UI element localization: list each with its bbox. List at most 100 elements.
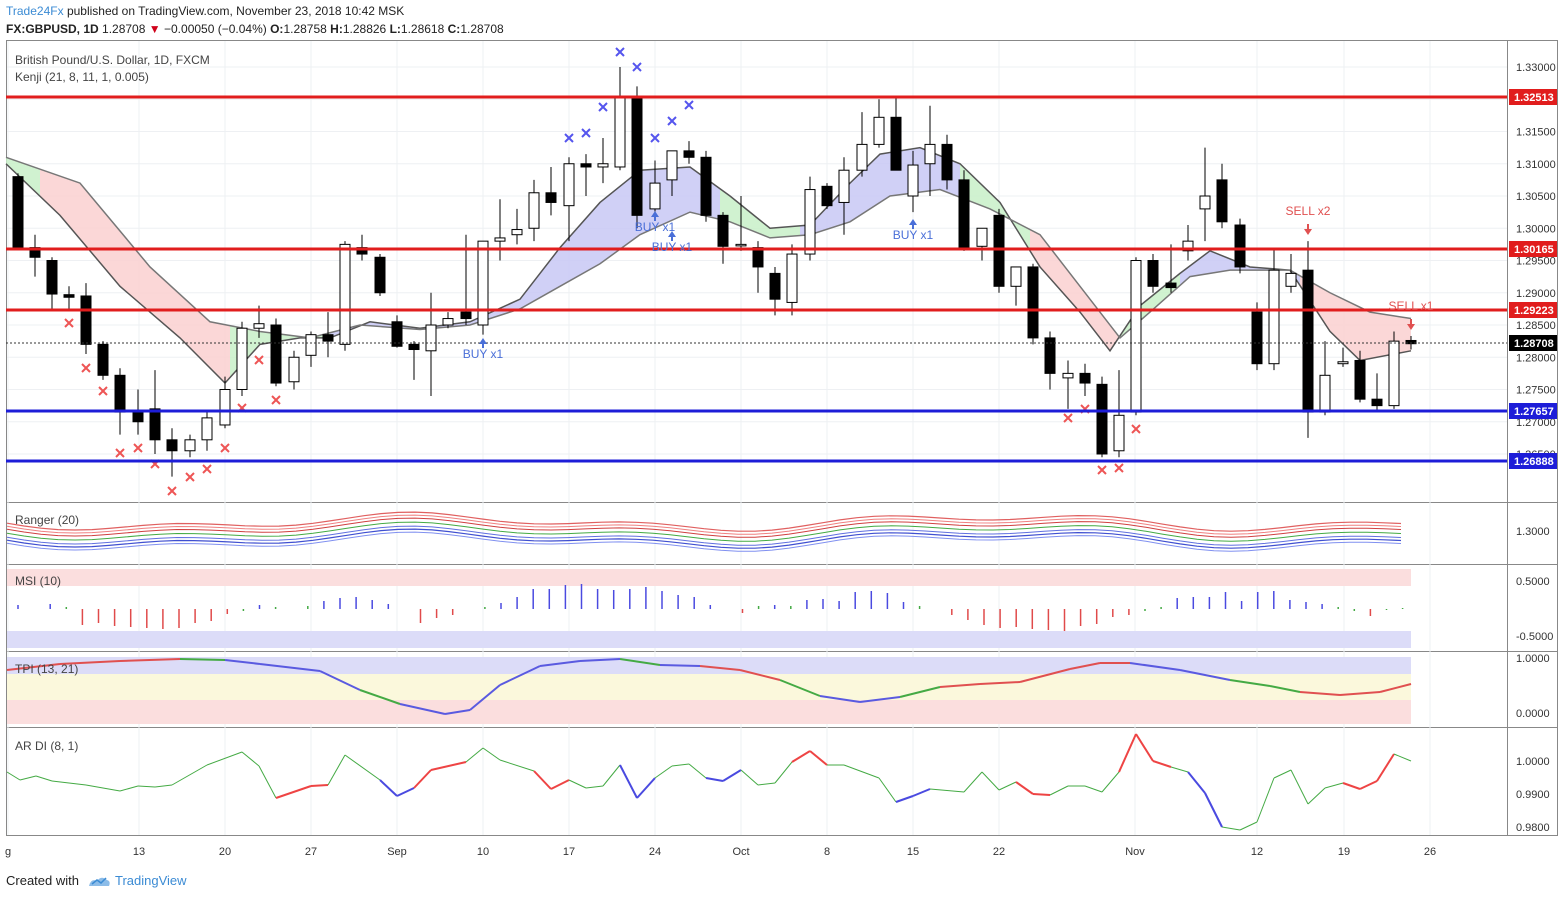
candle-bearish[interactable] (1251, 311, 1263, 365)
candle-bearish[interactable] (683, 150, 695, 158)
candle-bullish[interactable] (442, 318, 454, 326)
candle-bearish[interactable] (700, 156, 712, 216)
candle-bearish[interactable] (821, 185, 833, 207)
candle-bullish[interactable] (1268, 269, 1280, 365)
candle-bullish[interactable] (786, 253, 798, 303)
last-price: 1.28708 (102, 22, 146, 36)
indicator-title[interactable]: Kenji (21, 8, 11, 1, 0.005) (15, 70, 149, 84)
ardi-line[interactable] (6, 733, 1412, 831)
candle-bullish[interactable] (666, 150, 678, 181)
candle-bullish[interactable] (184, 439, 196, 452)
candle-bullish[interactable] (873, 116, 885, 145)
candle-bullish[interactable] (614, 95, 626, 168)
candle-bearish[interactable] (1147, 260, 1159, 287)
candle-bearish[interactable] (408, 343, 420, 351)
candle-bearish[interactable] (12, 176, 24, 249)
candle-bullish[interactable] (856, 143, 868, 171)
ardi-title[interactable]: AR DI (8, 1) (15, 739, 78, 753)
candle-bearish[interactable] (114, 374, 126, 413)
candle-bearish[interactable] (97, 343, 109, 376)
candle-bearish[interactable] (1096, 383, 1108, 455)
candle-bullish[interactable] (907, 164, 919, 197)
msi-title[interactable]: MSI (10) (15, 574, 61, 588)
candle-bearish[interactable] (580, 163, 592, 168)
candle-bullish[interactable] (1388, 340, 1400, 407)
chart-area[interactable]: BUY x1 BUY x1 BUY x1 BUY x1 SELL x2 SELL x1 1… (0, 40, 1565, 865)
candle-bearish[interactable] (890, 116, 902, 171)
candle-bullish[interactable] (838, 169, 850, 203)
candle-bearish[interactable] (80, 295, 92, 345)
candle-bearish[interactable] (717, 214, 729, 247)
grid-lines (7, 41, 1507, 835)
candle-bullish[interactable] (494, 237, 506, 242)
candle-bullish[interactable] (1062, 372, 1074, 379)
candle-bearish[interactable] (545, 192, 557, 203)
candle-bearish[interactable] (1234, 224, 1246, 268)
tradingview-link[interactable]: TradingView (87, 873, 187, 888)
candle-bearish[interactable] (993, 214, 1005, 287)
candle-bearish[interactable] (1405, 339, 1417, 345)
candle-bearish[interactable] (1216, 179, 1228, 223)
candle-bullish[interactable] (511, 229, 523, 236)
level-lines[interactable] (6, 95, 1507, 463)
candle-bearish[interactable] (374, 256, 386, 294)
candle-bearish[interactable] (769, 272, 781, 300)
candle-bullish[interactable] (425, 324, 437, 352)
candle-bullish[interactable] (477, 240, 489, 326)
candle-bullish[interactable] (219, 389, 231, 426)
candle-bearish[interactable] (1044, 337, 1056, 374)
candle-bullish[interactable] (236, 327, 248, 391)
candle-bearish[interactable] (1027, 266, 1039, 339)
candle-bearish[interactable] (941, 143, 953, 181)
candle-bullish[interactable] (528, 192, 540, 229)
price-axis[interactable]: 1.330001.320001.315001.310001.305001.300… (1516, 62, 1556, 461)
publisher-name[interactable]: Trade24Fx (6, 4, 64, 18)
candle-bullish[interactable] (1130, 260, 1142, 413)
candle-bullish[interactable] (563, 163, 575, 207)
candle-bullish[interactable] (305, 334, 317, 356)
candlesticks[interactable] (12, 67, 1417, 477)
candle-bullish[interactable] (1319, 374, 1331, 413)
candle-bearish[interactable] (46, 260, 58, 295)
candle-bearish[interactable] (391, 321, 403, 347)
candle-bearish[interactable] (1079, 372, 1091, 384)
candle-bearish[interactable] (132, 411, 144, 423)
candle-bearish[interactable] (149, 408, 161, 441)
x-marker-icon (254, 355, 264, 365)
candle-bullish[interactable] (976, 227, 988, 247)
high-value: 1.28826 (342, 22, 387, 36)
candle-bullish[interactable] (649, 182, 661, 210)
candle-bearish[interactable] (322, 334, 334, 342)
candle-bullish[interactable] (924, 143, 936, 165)
candle-bearish[interactable] (460, 311, 472, 320)
time-axis[interactable]: g 13 20 27 Sep 10 17 24 Oct 8 15 22 Nov 12 19 26 (5, 846, 1436, 858)
candle-bearish[interactable] (958, 179, 970, 249)
candle-bullish[interactable] (804, 189, 816, 255)
candle-bullish[interactable] (339, 243, 351, 345)
candle-bullish[interactable] (288, 356, 300, 383)
candle-bullish[interactable] (1010, 266, 1022, 287)
tpi-title[interactable]: TPI (13, 21) (15, 662, 78, 676)
candle-bearish[interactable] (270, 324, 282, 384)
candle-bullish[interactable] (1199, 195, 1211, 210)
ranger-pane[interactable] (6, 511, 1402, 552)
candle-bullish[interactable] (253, 323, 265, 329)
candle-bullish[interactable] (201, 417, 213, 441)
ranger-title[interactable]: Ranger (20) (15, 513, 79, 527)
msi-histogram[interactable] (17, 584, 1404, 631)
candle-bearish[interactable] (1302, 269, 1314, 413)
candle-bearish[interactable] (631, 95, 643, 216)
candle-bullish[interactable] (1113, 414, 1125, 452)
candle-bullish[interactable] (1182, 240, 1194, 252)
candle-bearish[interactable] (1354, 359, 1366, 400)
candle-bullish[interactable] (597, 163, 609, 168)
candle-bearish[interactable] (1371, 398, 1383, 407)
candle-bearish[interactable] (1165, 282, 1177, 289)
tpi-line[interactable] (6, 658, 1412, 715)
candle-bullish[interactable] (735, 243, 747, 247)
candle-bearish[interactable] (752, 247, 764, 268)
candle-bearish[interactable] (63, 294, 75, 298)
candle-bullish[interactable] (1285, 272, 1297, 287)
candle-bullish[interactable] (1337, 361, 1349, 365)
candle-bearish[interactable] (166, 439, 178, 452)
